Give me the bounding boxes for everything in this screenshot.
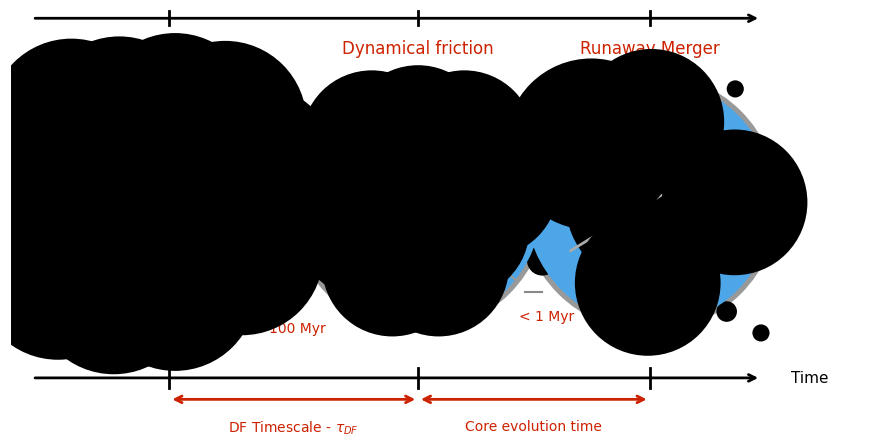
Circle shape xyxy=(525,79,773,327)
Text: ~ 100 Myr: ~ 100 Myr xyxy=(253,321,326,335)
Circle shape xyxy=(752,325,768,342)
Text: Atomic cooling: Atomic cooling xyxy=(80,309,182,323)
Circle shape xyxy=(505,59,676,230)
Circle shape xyxy=(93,34,256,197)
Circle shape xyxy=(0,84,133,247)
Text: 2 – 3pc: 2 – 3pc xyxy=(128,133,173,146)
Circle shape xyxy=(43,126,206,289)
Circle shape xyxy=(574,211,720,356)
Circle shape xyxy=(0,39,153,202)
Circle shape xyxy=(526,245,558,276)
Circle shape xyxy=(60,173,223,336)
Circle shape xyxy=(0,198,140,360)
Text: Time: Time xyxy=(790,371,828,385)
Text: Core formation: Core formation xyxy=(365,309,470,323)
Circle shape xyxy=(71,84,234,247)
Circle shape xyxy=(161,173,323,336)
Circle shape xyxy=(378,114,519,254)
Circle shape xyxy=(348,66,488,206)
Circle shape xyxy=(388,159,529,299)
Circle shape xyxy=(10,171,173,333)
Circle shape xyxy=(21,86,184,249)
Circle shape xyxy=(417,117,558,258)
Circle shape xyxy=(111,171,273,333)
Circle shape xyxy=(716,301,736,322)
Circle shape xyxy=(296,159,436,299)
Text: DF Timescale - $\tau_{DF}$: DF Timescale - $\tau_{DF}$ xyxy=(228,419,358,436)
Circle shape xyxy=(289,74,547,332)
Text: $10^{-2} - 10^{-4}$pc: $10^{-2} - 10^{-4}$pc xyxy=(386,261,466,279)
Circle shape xyxy=(19,49,319,348)
Circle shape xyxy=(332,114,472,254)
Circle shape xyxy=(149,128,312,291)
Circle shape xyxy=(578,50,723,195)
Text: Gas cooling: Gas cooling xyxy=(121,40,218,58)
Circle shape xyxy=(301,71,442,212)
Circle shape xyxy=(124,84,286,247)
Text: Core evolution time: Core evolution time xyxy=(464,419,601,433)
Text: < 1 Myr: < 1 Myr xyxy=(518,309,573,323)
Circle shape xyxy=(38,37,200,200)
Text: $M_{seed} \sim 10^5 M_{\odot}$: $M_{seed} \sim 10^5 M_{\odot}$ xyxy=(607,240,690,258)
Circle shape xyxy=(368,196,508,337)
Circle shape xyxy=(93,208,256,371)
Circle shape xyxy=(0,128,156,291)
Circle shape xyxy=(726,81,743,98)
Circle shape xyxy=(661,130,807,276)
Circle shape xyxy=(565,119,733,287)
Circle shape xyxy=(32,212,195,374)
Text: Seed formation: Seed formation xyxy=(595,309,702,323)
Text: Dynamical friction: Dynamical friction xyxy=(342,40,493,58)
Circle shape xyxy=(99,123,262,286)
Text: Runaway Merger: Runaway Merger xyxy=(579,40,718,58)
Circle shape xyxy=(144,42,306,204)
Circle shape xyxy=(321,196,462,337)
Circle shape xyxy=(54,83,284,314)
Circle shape xyxy=(393,71,534,212)
Circle shape xyxy=(285,117,426,258)
Circle shape xyxy=(175,86,337,249)
Circle shape xyxy=(293,79,542,327)
Text: threshold crossing: threshold crossing xyxy=(68,324,194,338)
Circle shape xyxy=(520,74,778,332)
Circle shape xyxy=(342,155,483,296)
